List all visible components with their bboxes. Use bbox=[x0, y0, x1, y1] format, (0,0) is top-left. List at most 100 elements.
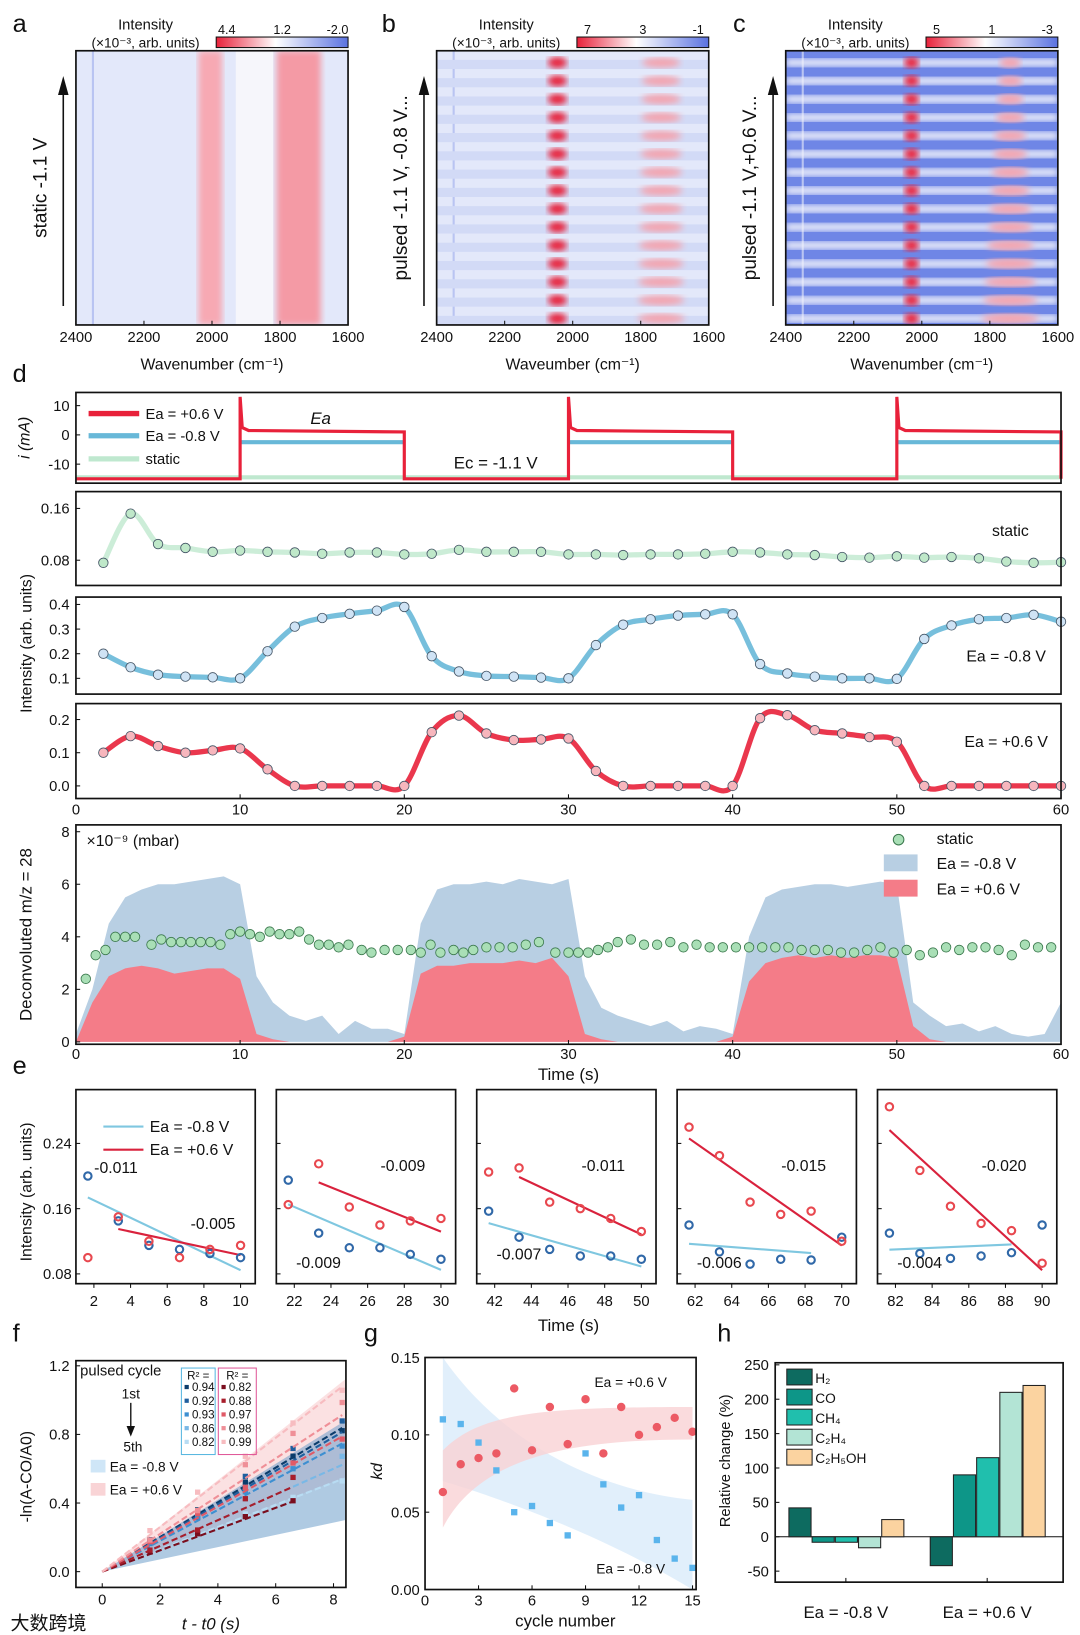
data-point bbox=[317, 612, 328, 624]
data-point-red bbox=[290, 1460, 296, 1466]
data-point-minus08 bbox=[582, 1450, 589, 1457]
data-point-red bbox=[195, 1531, 201, 1537]
arrow-head-icon bbox=[418, 76, 430, 96]
data-point-static bbox=[185, 936, 197, 948]
data-point-minus08 bbox=[313, 1228, 324, 1238]
legend-swatch bbox=[90, 1459, 106, 1473]
data-point-minus08 bbox=[344, 1243, 355, 1253]
data-point-static bbox=[665, 936, 676, 948]
legend-label: Ea = -0.8 V bbox=[150, 1119, 230, 1136]
data-point-plus06 bbox=[775, 1209, 786, 1220]
heatmap-stripe bbox=[785, 223, 1058, 231]
data-point-static bbox=[770, 942, 781, 953]
data-point-plus06 bbox=[235, 1240, 246, 1251]
heatmap-stripe bbox=[436, 206, 709, 216]
data-point-minus08 bbox=[174, 1244, 185, 1255]
data-point-plus06 bbox=[375, 1220, 385, 1230]
data-point-static bbox=[129, 931, 141, 942]
slope-label: -0.007 bbox=[496, 1246, 541, 1263]
heatmap-stripe bbox=[785, 77, 1058, 85]
legend-swatch bbox=[786, 1448, 813, 1466]
x-tick-label: 60 bbox=[1053, 802, 1069, 818]
data-point bbox=[973, 553, 985, 564]
y-tick-label: 10 bbox=[53, 399, 69, 415]
data-point-plus06 bbox=[670, 1413, 679, 1423]
heatmap-stripe bbox=[785, 95, 1058, 103]
data-point-blue bbox=[195, 1513, 201, 1520]
cycle-first: 1st bbox=[122, 1387, 140, 1402]
heatmap-blob bbox=[995, 112, 1025, 123]
heatmap-blob bbox=[547, 276, 567, 288]
data-point-plus06 bbox=[545, 1402, 555, 1412]
data-point-minus08 bbox=[436, 1254, 446, 1264]
r2-swatch bbox=[221, 1384, 226, 1390]
x-tick-label: 12 bbox=[631, 1593, 647, 1609]
x-tick-label: 84 bbox=[924, 1294, 940, 1310]
data-point-minus08 bbox=[945, 1253, 956, 1264]
data-point-static bbox=[392, 944, 403, 956]
x-tick-label: 1800 bbox=[973, 330, 1006, 346]
heatmap-blob bbox=[640, 130, 682, 141]
data-point-static bbox=[678, 942, 689, 953]
arrow-head-icon bbox=[58, 76, 69, 96]
data-point-static bbox=[120, 931, 131, 942]
heatmap-blob bbox=[547, 130, 567, 142]
heatmap-blob bbox=[639, 203, 683, 214]
watermark-logo: 大数跨境 bbox=[11, 1613, 87, 1635]
data-point bbox=[98, 747, 109, 758]
data-point bbox=[919, 780, 930, 792]
slope-label: -0.011 bbox=[581, 1158, 625, 1175]
legend-swatch bbox=[786, 1428, 813, 1446]
x-tick-label: 6 bbox=[163, 1294, 171, 1310]
legend-label: Ea = -0.8 V bbox=[146, 429, 220, 445]
heatmap-blob bbox=[641, 94, 681, 105]
y-tick-label: 0.00 bbox=[391, 1583, 420, 1599]
data-point-static bbox=[862, 944, 873, 956]
data-point-static bbox=[195, 936, 206, 948]
data-point bbox=[946, 620, 957, 631]
y-axis-label: pulsed -1.1 V,+0.6 V... bbox=[740, 95, 761, 280]
heatmap-blob bbox=[904, 75, 919, 87]
colorbar-unit: (×10⁻³, arb. units) bbox=[801, 36, 909, 51]
r2-value: 0.86 bbox=[192, 1422, 215, 1435]
unit-label: ×10⁻⁹ (mbar) bbox=[86, 833, 179, 850]
intensity-plot-plus06: 0.2 0.1 0.0 Ea = +0.6 V bbox=[49, 708, 1067, 795]
data-point-minus08 bbox=[375, 1243, 385, 1253]
data-point-minus08 bbox=[546, 1519, 554, 1527]
data-point-blue bbox=[290, 1466, 296, 1472]
x-tick-label: 2400 bbox=[420, 330, 453, 346]
arrow-down-icon bbox=[126, 1426, 135, 1437]
data-point bbox=[125, 662, 136, 673]
data-point bbox=[563, 673, 574, 684]
heatmap-blob bbox=[983, 295, 1038, 306]
panel-letter: f bbox=[13, 1320, 21, 1348]
data-point-static bbox=[651, 939, 663, 950]
data-point bbox=[234, 673, 246, 684]
data-point-plus06 bbox=[144, 1236, 154, 1247]
series-label: Ea = -0.8 V bbox=[966, 648, 1046, 665]
data-point-plus06 bbox=[83, 1252, 93, 1263]
data-point-plus06 bbox=[527, 1446, 537, 1455]
legend-label: Ea = +0.6 V bbox=[146, 407, 224, 423]
y-tick-label: 6 bbox=[61, 878, 69, 894]
data-point-plus06 bbox=[174, 1252, 185, 1263]
data-point-minus08 bbox=[653, 1536, 661, 1544]
x-tick-label: 8 bbox=[329, 1592, 337, 1608]
data-point-red bbox=[290, 1474, 296, 1481]
legend-label: CH₄ bbox=[815, 1411, 841, 1426]
data-point bbox=[645, 780, 656, 792]
current-plot: 10 0 -10 i (mA) Ea = +0.6 V Ea = -0.8 V static… bbox=[17, 396, 1063, 481]
slope-label: -0.009 bbox=[296, 1255, 341, 1272]
data-point-plus06 bbox=[636, 1226, 647, 1237]
x-tick-label: 0 bbox=[72, 802, 80, 818]
ms-frame bbox=[75, 824, 1062, 1046]
x-tick-label: 2000 bbox=[196, 330, 229, 346]
data-point-minus08 bbox=[439, 1416, 447, 1423]
data-point bbox=[891, 736, 903, 747]
data-point-minus08 bbox=[1037, 1220, 1047, 1230]
x-axis-label: Time (s) bbox=[538, 1065, 599, 1084]
data-point-red bbox=[242, 1496, 248, 1502]
legend-label: H₂ bbox=[815, 1371, 830, 1386]
heatmap-blob bbox=[640, 167, 683, 178]
data-point-minus08 bbox=[806, 1255, 816, 1265]
